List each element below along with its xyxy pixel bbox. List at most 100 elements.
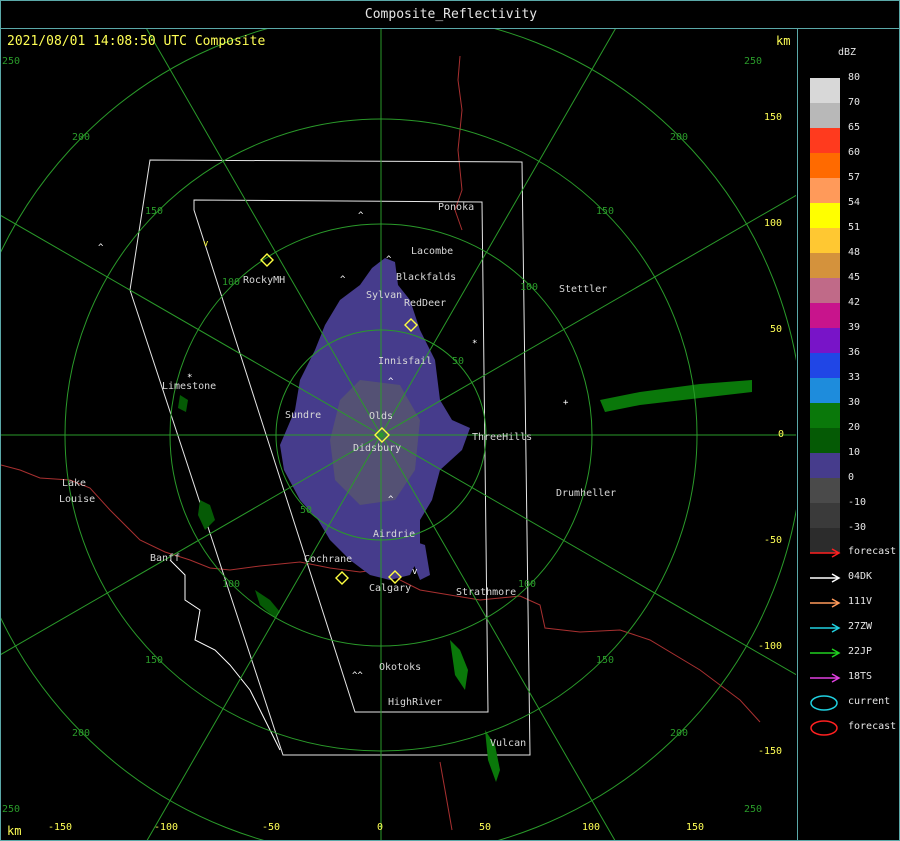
svg-text:v: v (412, 567, 417, 577)
radar-site-markers (260, 253, 418, 585)
color-scale-label: 57 (848, 172, 861, 183)
color-scale-label: 80 (848, 72, 861, 83)
ring-labels: 50 50 100 100 100 100 150 150 150 150 20… (2, 56, 762, 815)
color-scale-swatch (810, 503, 840, 528)
ring-label-200: 200 (72, 728, 90, 739)
track-ellipse-icon (810, 720, 838, 736)
corner-label: 250 (744, 804, 762, 815)
color-scale-label: 39 (848, 322, 861, 333)
town-label-didsbury: Didsbury (353, 443, 401, 454)
color-scale-label: -10 (848, 497, 867, 508)
svg-text:^: ^ (388, 377, 394, 387)
x-tick-label: 100 (582, 822, 601, 833)
color-scale-swatch (810, 528, 840, 553)
window-title: Composite_Reflectivity (364, 7, 538, 22)
radar-site-diamond-icon (260, 253, 274, 267)
svg-text:^: ^ (340, 275, 346, 285)
svg-text:*: * (472, 339, 477, 349)
svg-text:+: + (563, 398, 569, 408)
storm-track-markers: ^ ^ ^ ^ * * ^ + ^ v ^^ v (98, 211, 569, 681)
track-legend-label: 04DK (848, 571, 873, 582)
town-label-reddeer: RedDeer (404, 298, 446, 309)
track-arrow-icon (810, 673, 841, 683)
track-arrow-icon (810, 573, 841, 583)
ring-label-150: 150 (145, 655, 163, 666)
track-legend-label: current (848, 696, 891, 707)
radar-site-diamond-icon (404, 318, 418, 332)
x-tick-label: -50 (262, 822, 281, 833)
color-scale-swatch (810, 303, 840, 328)
y-tick-label: 150 (764, 112, 783, 123)
color-scale-label: 33 (848, 372, 861, 383)
ring-label-150: 150 (145, 206, 163, 217)
town-label-threehills: ThreeHills (472, 432, 532, 443)
color-scale-swatch (810, 478, 840, 503)
svg-text:^: ^ (98, 243, 104, 253)
x-tick-label: -150 (48, 822, 73, 833)
track-legend-label: forecast (848, 721, 897, 732)
town-label-okotoks: Okotoks (379, 662, 421, 673)
track-arrow-icon (810, 598, 841, 608)
color-scale-swatch (810, 103, 840, 128)
town-label-innisfail: Innisfail (378, 356, 432, 367)
track-arrow-icon (810, 648, 841, 658)
km-unit-label: km (7, 824, 22, 838)
color-scale-label: 30 (848, 397, 861, 408)
x-tick-label: 150 (686, 822, 705, 833)
color-scale-swatch (810, 428, 840, 453)
km-unit-label: km (776, 34, 791, 48)
y-tick-label: 0 (778, 429, 785, 440)
town-label-louise: Louise (59, 494, 95, 505)
color-scale-label: 48 (848, 247, 861, 258)
color-scale-swatch (810, 203, 840, 228)
color-scale-label: 42 (848, 297, 861, 308)
color-scale-swatch (810, 278, 840, 303)
color-scale-swatch (810, 228, 840, 253)
svg-text:v: v (203, 239, 208, 249)
ring-label-150: 150 (596, 655, 614, 666)
track-legend-label: 22JP (848, 646, 873, 657)
ring-label-100: 100 (520, 282, 538, 293)
town-labels: Ponoka Lacombe Blackfalds Sylvan RedDeer… (59, 202, 616, 749)
ring-label-150: 150 (596, 206, 614, 217)
color-scale-label: 54 (848, 197, 861, 208)
town-label-rockymh: RockyMH (243, 275, 285, 286)
border-lines (1, 55, 761, 831)
color-scale-swatch (810, 453, 840, 478)
provincial-boundary (169, 559, 281, 751)
corner-label: 250 (744, 56, 762, 67)
town-label-cochrane: Cochrane (304, 554, 352, 565)
town-label-banff: Banff (150, 553, 180, 564)
ring-label-50: 50 (452, 356, 464, 367)
track-legend-label: 18TS (848, 671, 873, 682)
color-scale-label: 36 (848, 347, 861, 358)
color-scale-swatch (810, 153, 840, 178)
color-scale-label: 65 (848, 122, 861, 133)
color-scale-label: 60 (848, 147, 861, 158)
town-label-sundre: Sundre (285, 410, 321, 421)
ring-label-200: 200 (72, 132, 90, 143)
radar-site-diamond-icon (374, 427, 390, 443)
color-scale-swatch (810, 328, 840, 353)
town-label-stettler: Stettler (559, 284, 607, 295)
outer-coverage-polygon (129, 159, 531, 756)
ring-label-100: 100 (222, 277, 240, 288)
track-legend-label: 27ZW (848, 621, 873, 632)
color-scale-label: 20 (848, 422, 861, 433)
ring-label-100: 100 (518, 579, 536, 590)
svg-text:^: ^ (358, 211, 364, 221)
town-label-vulcan: Vulcan (490, 738, 526, 749)
corner-label: 250 (2, 56, 20, 67)
color-scale-swatch (810, 353, 840, 378)
color-scale-swatch (810, 253, 840, 278)
y-tick-label: -50 (764, 535, 783, 546)
ring-label-100: 100 (222, 579, 240, 590)
svg-text:*: * (187, 373, 192, 383)
reflectivity-echoes (178, 258, 752, 782)
track-ellipse-icon (810, 695, 838, 711)
town-label-sylvan: Sylvan (366, 290, 402, 301)
color-scale-swatch (810, 403, 840, 428)
ring-label-50: 50 (300, 505, 312, 516)
